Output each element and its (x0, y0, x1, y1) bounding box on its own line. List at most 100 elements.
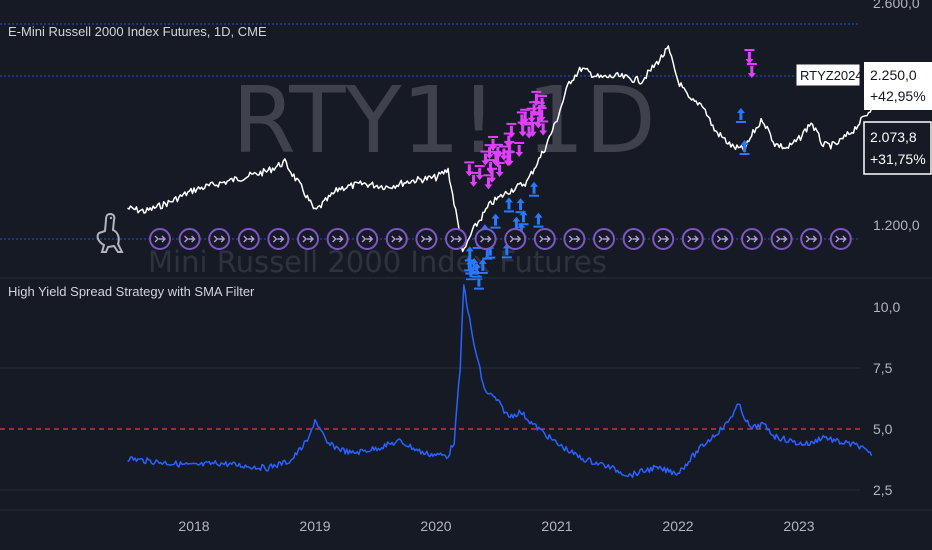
sell-marker-bar (531, 90, 542, 93)
last-price-change: +42,95% (870, 88, 926, 104)
sell-marker-icon (518, 124, 527, 137)
event-icon[interactable] (533, 228, 556, 250)
event-icon[interactable] (593, 228, 615, 250)
sell-marker-icon (745, 52, 754, 64)
event-icon[interactable] (741, 228, 763, 250)
prev-price-change: +31,75% (870, 151, 926, 167)
sell-marker-bar (520, 108, 531, 111)
event-icon[interactable] (829, 228, 852, 250)
buy-marker-bar (739, 153, 750, 155)
buy-marker-bar (503, 210, 514, 213)
sell-marker-bar (474, 165, 485, 168)
sell-marker-icon (495, 165, 504, 178)
buy-marker-icon (530, 181, 539, 194)
buy-marker-bar (472, 246, 483, 249)
event-icon[interactable] (356, 228, 379, 250)
sell-marker-icon (504, 154, 513, 167)
sell-marker-bar (487, 167, 498, 170)
buy-marker-icon (491, 213, 500, 226)
sell-marker-bar (537, 95, 548, 98)
sell-marker-bar (492, 143, 503, 146)
event-icon[interactable] (711, 228, 734, 250)
event-icon[interactable] (800, 228, 823, 250)
last-price-value: 2.250,0 (870, 67, 917, 83)
event-icon[interactable] (474, 228, 497, 250)
indicator-axis-label: 10,0 (873, 299, 900, 315)
buy-marker-bar (518, 223, 529, 226)
buy-marker-bar (501, 256, 512, 259)
symbol-title[interactable]: E-Mini Russell 2000 Index Futures, 1D, C… (8, 24, 267, 39)
sell-marker-bar (492, 152, 503, 155)
event-icon[interactable] (208, 228, 231, 250)
time-axis-label: 2018 (178, 518, 209, 534)
time-axis-label: 2021 (541, 518, 572, 534)
event-icon[interactable] (652, 228, 675, 250)
sell-marker-bar (517, 121, 528, 124)
event-icon[interactable] (563, 228, 586, 250)
event-icon[interactable] (622, 228, 645, 250)
dino-logo-icon[interactable] (96, 212, 124, 253)
event-icon[interactable] (237, 228, 260, 250)
sell-marker-icon (484, 177, 493, 190)
buy-marker-icon (465, 246, 474, 259)
sell-marker-bar (464, 161, 475, 164)
sell-marker-icon (475, 168, 484, 181)
event-icon[interactable] (770, 228, 793, 250)
event-icon[interactable] (297, 228, 319, 250)
sell-marker-icon (527, 110, 536, 123)
buy-marker-icon (736, 108, 745, 120)
sell-marker-icon (488, 170, 497, 183)
prev-price-box: 2.073,8 +31,75% (863, 121, 932, 175)
indicator-axis: 10,0 7,5 5,0 2,5 (873, 299, 900, 498)
time-axis[interactable]: 2018 2019 2020 2021 2022 2023 (178, 518, 814, 534)
buy-marker-icon (516, 198, 525, 211)
buy-marker-bar (477, 271, 488, 274)
event-icon[interactable] (385, 228, 408, 250)
watermark-symbol: RTY1! 1D (232, 67, 656, 174)
sell-marker-bar (483, 174, 494, 177)
sell-marker-bar (485, 159, 496, 162)
buy-marker-bar (485, 256, 496, 259)
buy-marker-icon (740, 140, 749, 152)
buy-marker-icon (466, 265, 475, 278)
time-axis-label: 2023 (783, 518, 814, 534)
event-icon[interactable] (178, 228, 201, 250)
sell-marker-icon (485, 147, 494, 160)
indicator-title[interactable]: High Yield Spread Strategy with SMA Filt… (8, 284, 255, 299)
event-icon[interactable] (681, 228, 704, 250)
event-icon[interactable] (445, 228, 467, 250)
buy-marker-bar (490, 226, 501, 229)
sell-marker-bar (488, 135, 499, 138)
buy-marker-icon (512, 216, 521, 229)
watermark-description: Mini Russell 2000 Index Futures (148, 245, 607, 279)
event-icon[interactable] (326, 228, 349, 250)
sell-marker-bar (498, 145, 509, 148)
buy-marker-bar (529, 194, 540, 197)
prev-price-value: 2.073,8 (870, 129, 917, 145)
price-series-line (127, 45, 873, 253)
buy-marker-bar (473, 287, 484, 290)
price-axis-label-bottom: 1.200,0 (873, 217, 920, 233)
sell-marker-bar (480, 150, 491, 153)
buy-marker-icon (534, 212, 543, 225)
sell-marker-bar (524, 123, 535, 126)
event-icon[interactable] (415, 228, 438, 250)
event-icon[interactable] (504, 228, 527, 250)
buy-marker-bar (533, 225, 544, 228)
buy-marker-icon (470, 258, 479, 271)
sell-marker-bar (506, 122, 517, 125)
sell-marker-icon (521, 111, 530, 124)
sell-marker-bar (468, 171, 479, 174)
sell-marker-bar (744, 49, 755, 51)
event-icon[interactable] (149, 228, 171, 250)
event-icons-row (149, 228, 852, 250)
sell-marker-bar (534, 101, 545, 104)
sell-marker-icon (465, 164, 474, 177)
sell-marker-icon (538, 98, 547, 111)
sell-marker-bar (527, 121, 538, 124)
contract-label: RTYZ2024 (800, 68, 863, 83)
sell-marker-bar (516, 111, 527, 114)
buy-marker-bar (465, 278, 476, 281)
event-icon[interactable] (267, 228, 290, 250)
